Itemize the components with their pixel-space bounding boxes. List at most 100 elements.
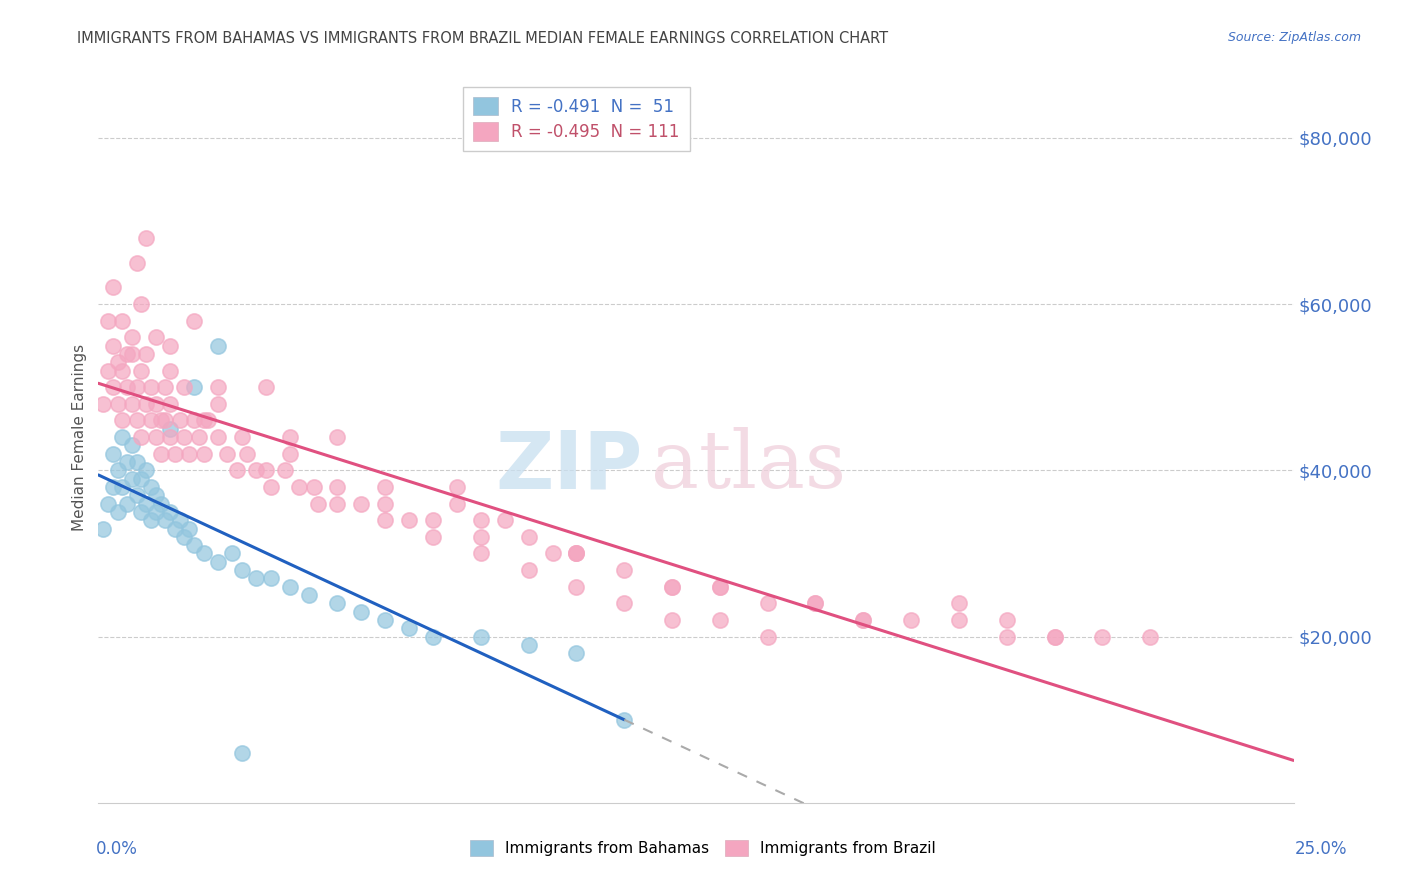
Point: [121, 347, 143, 361]
Point: [125, 488, 148, 502]
Point: [326, 430, 349, 444]
Point: [517, 563, 540, 577]
Point: [115, 347, 138, 361]
Point: [163, 521, 186, 535]
Point: [121, 472, 143, 486]
Point: [804, 596, 827, 610]
Point: [709, 580, 731, 594]
Point: [565, 546, 588, 560]
Point: [149, 497, 172, 511]
Point: [207, 555, 229, 569]
Point: [197, 413, 219, 427]
Point: [111, 314, 134, 328]
Point: [169, 413, 191, 427]
Point: [756, 630, 779, 644]
Point: [183, 314, 205, 328]
Point: [159, 338, 181, 352]
Point: [131, 430, 153, 444]
Text: Source: ZipAtlas.com: Source: ZipAtlas.com: [1227, 31, 1361, 45]
Point: [101, 280, 124, 294]
Point: [115, 455, 138, 469]
Point: [446, 497, 468, 511]
Point: [422, 630, 444, 644]
Point: [145, 330, 167, 344]
Point: [804, 596, 827, 610]
Point: [274, 463, 297, 477]
Point: [159, 430, 181, 444]
Point: [131, 505, 153, 519]
Point: [183, 413, 205, 427]
Point: [494, 513, 516, 527]
Point: [517, 638, 540, 652]
Point: [139, 480, 162, 494]
Point: [852, 613, 875, 627]
Point: [125, 455, 148, 469]
Point: [187, 430, 209, 444]
Point: [613, 563, 636, 577]
Point: [97, 363, 120, 377]
Point: [107, 397, 129, 411]
Point: [254, 463, 277, 477]
Point: [207, 430, 229, 444]
Point: [613, 713, 636, 727]
Point: [254, 380, 277, 394]
Point: [135, 497, 157, 511]
Point: [121, 397, 143, 411]
Point: [111, 413, 134, 427]
Point: [326, 480, 349, 494]
Point: [107, 355, 129, 369]
Point: [97, 314, 120, 328]
Point: [245, 571, 267, 585]
Point: [169, 513, 191, 527]
Point: [900, 613, 922, 627]
Point: [709, 580, 731, 594]
Point: [278, 430, 301, 444]
Point: [231, 430, 253, 444]
Point: [756, 596, 779, 610]
Point: [131, 297, 153, 311]
Point: [288, 480, 311, 494]
Point: [155, 380, 177, 394]
Text: atlas: atlas: [651, 427, 845, 506]
Point: [91, 521, 114, 535]
Point: [193, 546, 215, 560]
Point: [1139, 630, 1161, 644]
Point: [173, 430, 195, 444]
Point: [541, 546, 564, 560]
Point: [374, 513, 396, 527]
Point: [155, 513, 177, 527]
Point: [613, 596, 636, 610]
Point: [101, 338, 124, 352]
Legend: R = -0.491  N =  51, R = -0.495  N = 111: R = -0.491 N = 51, R = -0.495 N = 111: [463, 87, 690, 151]
Point: [111, 480, 134, 494]
Point: [298, 588, 321, 602]
Point: [163, 447, 186, 461]
Point: [852, 613, 875, 627]
Point: [183, 380, 205, 394]
Point: [125, 380, 148, 394]
Point: [173, 530, 195, 544]
Point: [565, 546, 588, 560]
Point: [207, 397, 229, 411]
Point: [470, 530, 492, 544]
Point: [115, 497, 138, 511]
Point: [398, 513, 420, 527]
Point: [995, 630, 1018, 644]
Point: [149, 413, 172, 427]
Point: [661, 580, 683, 594]
Point: [398, 621, 420, 635]
Point: [91, 397, 114, 411]
Point: [470, 630, 492, 644]
Text: 0.0%: 0.0%: [96, 840, 138, 858]
Point: [217, 447, 239, 461]
Point: [446, 480, 468, 494]
Text: 25.0%: 25.0%: [1295, 840, 1347, 858]
Point: [159, 505, 181, 519]
Point: [149, 447, 172, 461]
Point: [565, 646, 588, 660]
Point: [565, 580, 588, 594]
Point: [121, 438, 143, 452]
Point: [374, 613, 396, 627]
Point: [207, 380, 229, 394]
Point: [231, 563, 253, 577]
